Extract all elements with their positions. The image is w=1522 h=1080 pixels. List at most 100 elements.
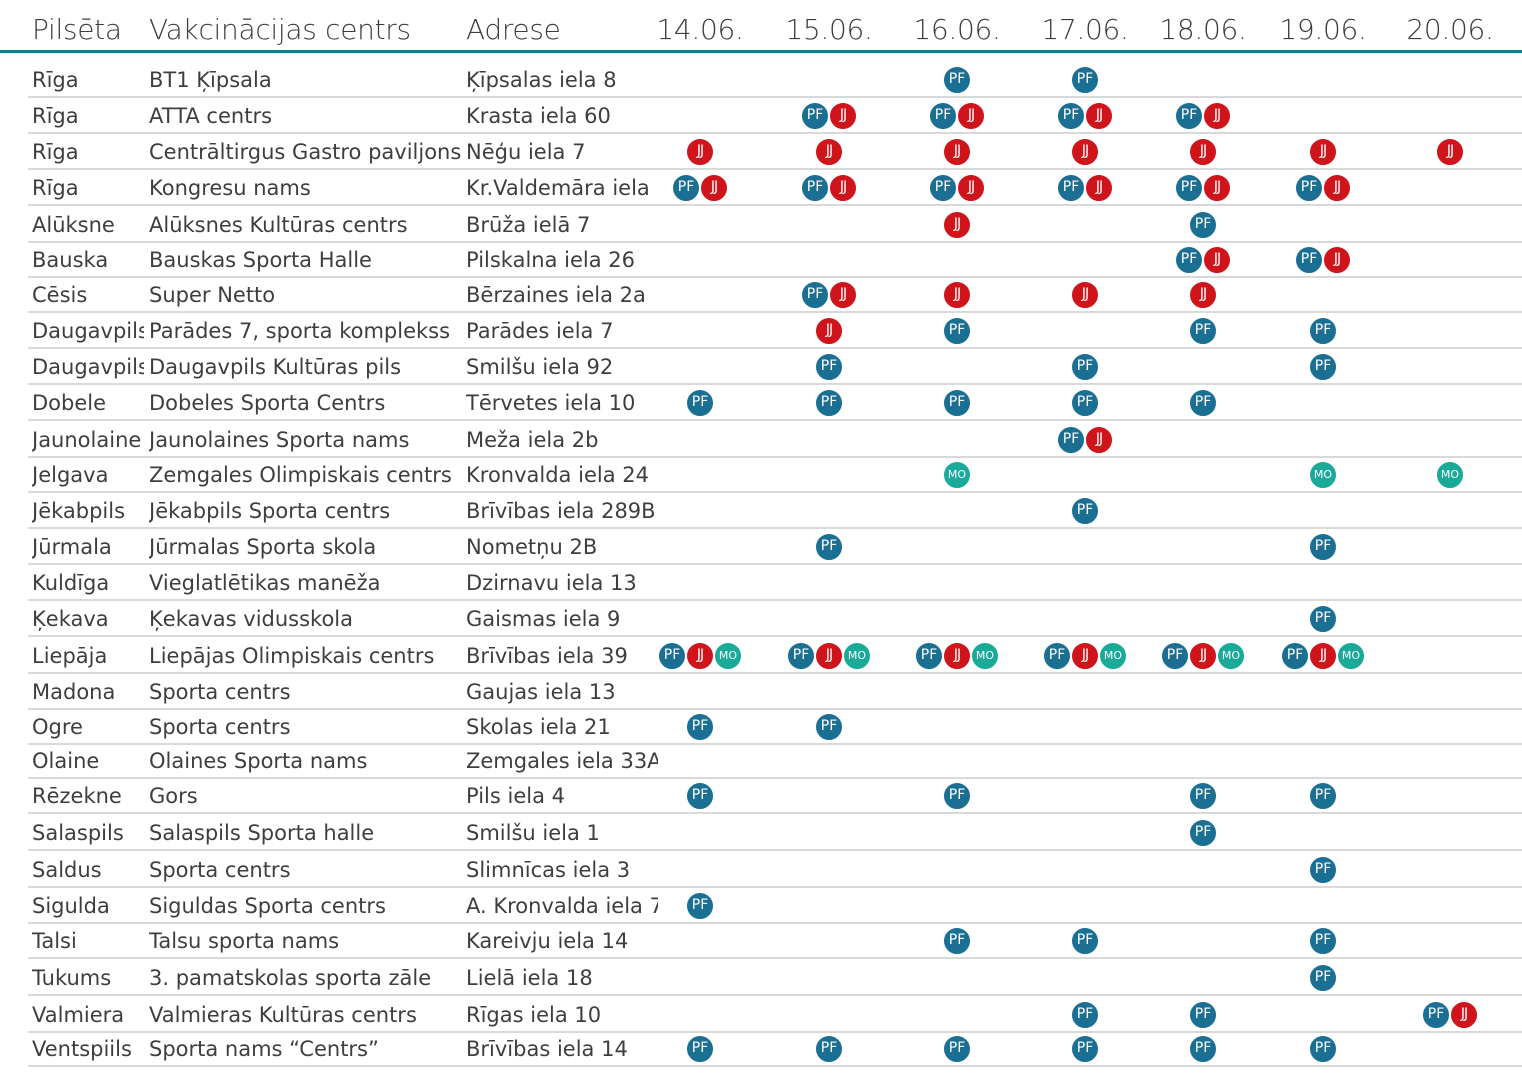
vaccine-badge-mo: MO (714, 642, 742, 670)
date-badge-group: PF (686, 713, 714, 741)
date-badge-group: PF JJ MO (658, 642, 742, 670)
vaccine-badge-jj: JJ (815, 138, 843, 166)
vaccine-badge-pf: PF (1309, 782, 1337, 810)
date-badge-group: JJ (1436, 138, 1464, 166)
vaccine-badge-jj: JJ (1085, 174, 1113, 202)
row-divider (28, 132, 1522, 134)
header-date: 20.06. (1406, 13, 1494, 46)
vaccine-badge-pf: PF (1057, 174, 1085, 202)
vaccine-badge-jj: JJ (1323, 246, 1351, 274)
city-cell: Rīga (32, 68, 79, 92)
date-badge-group: PF JJ (801, 281, 857, 309)
table-row: Salaspils Salaspils Sporta halle Smilšu ie… (0, 815, 1522, 851)
address-cell: Ķīpsalas iela 8 (466, 68, 617, 92)
date-badge-group: PF (1309, 1035, 1337, 1063)
date-badge-group: PF (943, 927, 971, 955)
vaccine-badge-pf: PF (1057, 426, 1085, 454)
city-cell: Saldus (32, 858, 102, 882)
address-cell: Brūža ielā 7 (466, 213, 591, 237)
city-cell: Valmiera (32, 1003, 125, 1027)
address-cell: Slimnīcas iela 3 (466, 858, 631, 882)
center-cell: Jēkabpils Sporta centrs (149, 499, 391, 523)
vaccine-badge-pf: PF (929, 102, 957, 130)
date-badge-group: PF (686, 1035, 714, 1063)
vaccine-badge-jj: JJ (943, 281, 971, 309)
address-cell: Zemgales iela 33A (466, 749, 658, 773)
center-cell: Sporta centrs (149, 858, 291, 882)
date-badge-group: PF (1189, 1035, 1217, 1063)
address-cell: Kareivju iela 14 (466, 929, 629, 953)
center-cell: Olaines Sporta nams (149, 749, 368, 773)
address-cell: A. Kronvalda iela 7a (466, 894, 658, 918)
vaccine-badge-pf: PF (1071, 1035, 1099, 1063)
center-cell: Kongresu nams (149, 176, 311, 200)
vaccine-badge-pf: PF (1422, 1001, 1450, 1029)
vaccine-badge-pf: PF (1309, 533, 1337, 561)
city-cell: Rīga (32, 176, 79, 200)
date-badge-group: PF (1309, 533, 1337, 561)
city-cell: Kuldīga (32, 571, 110, 595)
vaccine-badge-jj: JJ (1323, 174, 1351, 202)
row-divider (28, 311, 1522, 313)
center-cell: Vieglatlētikas manēža (149, 571, 381, 595)
row-divider (28, 599, 1522, 601)
vaccine-badge-jj: JJ (1309, 642, 1337, 670)
vaccine-badge-pf: PF (1071, 927, 1099, 955)
table-row: Olaine Olaines Sporta nams Zemgales iela 3… (0, 743, 1522, 779)
vaccine-badge-pf: PF (1309, 964, 1337, 992)
vaccine-badge-jj: JJ (1189, 281, 1217, 309)
date-badge-group: PF JJ (1057, 102, 1113, 130)
vaccine-badge-jj: JJ (1189, 642, 1217, 670)
vaccine-badge-jj: JJ (1203, 174, 1231, 202)
row-divider (28, 635, 1522, 637)
address-cell: Dzirnavu iela 13 (466, 571, 637, 595)
date-badge-group: PF JJ (1422, 1001, 1478, 1029)
vaccine-badge-pf: PF (1309, 856, 1337, 884)
table-row: Liepāja Liepājas Olimpiskais centrs Brīvīb… (0, 638, 1522, 674)
city-cell: Jūrmala (32, 535, 112, 559)
city-cell: Ventspiils (32, 1037, 132, 1061)
center-cell: Salaspils Sporta halle (149, 821, 375, 845)
vaccine-badge-pf: PF (1071, 497, 1099, 525)
date-badge-group: PF (943, 389, 971, 417)
vaccine-badge-pf: PF (1309, 1035, 1337, 1063)
vaccine-badge-pf: PF (686, 892, 714, 920)
date-badge-group: PF (1189, 389, 1217, 417)
table-row: Cēsis Super Netto Bērzaines iela 2a PF JJ JJ J… (0, 277, 1522, 313)
vaccine-badge-mo: MO (1337, 642, 1365, 670)
vaccine-badge-jj: JJ (1071, 281, 1099, 309)
city-cell: Ogre (32, 715, 83, 739)
date-badge-group: PF (815, 353, 843, 381)
vaccine-badge-jj: JJ (943, 138, 971, 166)
row-divider (28, 957, 1522, 959)
date-badge-group: PF (1189, 317, 1217, 345)
date-badge-group: PF (943, 782, 971, 810)
date-badge-group: JJ (1189, 138, 1217, 166)
vaccine-badge-jj: JJ (815, 642, 843, 670)
date-badge-group: JJ (1071, 281, 1099, 309)
city-cell: Jēkabpils (32, 499, 126, 523)
date-badge-group: PF (815, 533, 843, 561)
address-cell: Gaismas iela 9 (466, 607, 621, 631)
table-row: Ventspiils Sporta nams “Centrs” Brīvības i… (0, 1031, 1522, 1067)
vaccine-badge-pf: PF (1071, 389, 1099, 417)
vaccine-badge-jj: JJ (700, 174, 728, 202)
center-cell: Daugavpils Kultūras pils (149, 355, 402, 379)
center-cell: Ķekavas vidusskola (149, 607, 354, 631)
vaccine-badge-pf: PF (815, 1035, 843, 1063)
address-cell: Gaujas iela 13 (466, 680, 616, 704)
row-divider (28, 812, 1522, 814)
vaccine-badge-pf: PF (1189, 1001, 1217, 1029)
vaccine-badge-pf: PF (658, 642, 686, 670)
date-badge-group: PF JJ MO (915, 642, 999, 670)
center-cell: Super Netto (149, 283, 276, 307)
vaccine-badge-jj: JJ (686, 138, 714, 166)
row-divider (28, 849, 1522, 851)
address-cell: Smilšu iela 92 (466, 355, 614, 379)
date-badge-group: JJ (943, 281, 971, 309)
vaccine-badge-jj: JJ (1450, 1001, 1478, 1029)
vaccine-badge-pf: PF (1175, 102, 1203, 130)
address-cell: Brīvības iela 39 (466, 644, 628, 668)
vaccine-badge-pf: PF (686, 389, 714, 417)
vaccine-badge-pf: PF (672, 174, 700, 202)
